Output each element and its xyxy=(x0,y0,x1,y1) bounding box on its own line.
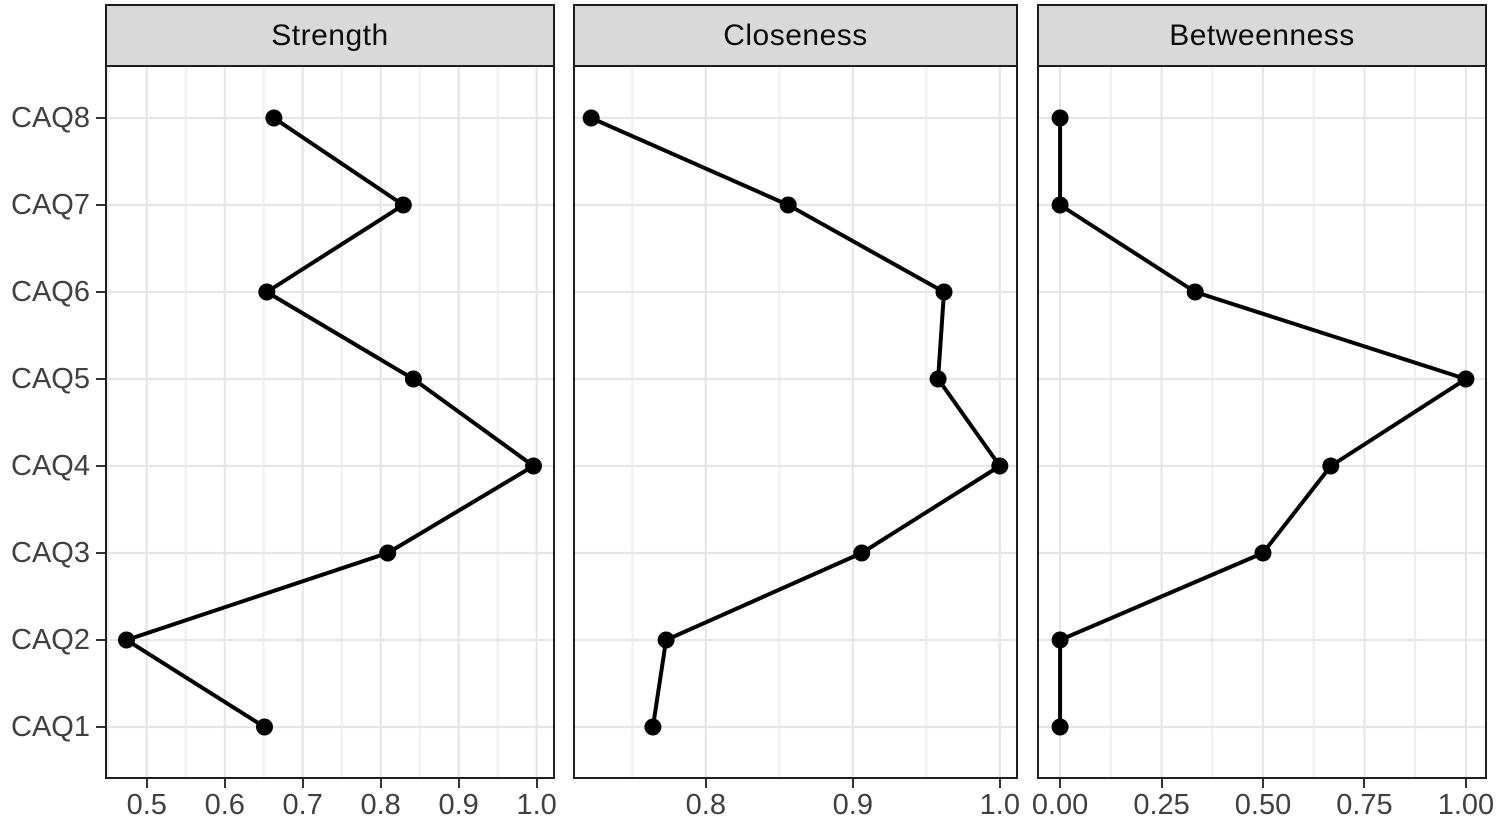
y-axis-tick xyxy=(96,726,105,728)
x-axis-tick xyxy=(535,779,538,788)
data-point-betweenness-caq3 xyxy=(1254,544,1272,562)
data-point-strength-caq4 xyxy=(525,457,542,475)
x-axis-label: 1.00 xyxy=(1437,789,1495,821)
data-point-strength-caq6 xyxy=(258,283,276,301)
y-axis-tick xyxy=(96,204,105,206)
y-axis-tick xyxy=(96,117,105,119)
data-point-strength-caq5 xyxy=(404,370,422,388)
data-point-strength-caq3 xyxy=(379,544,397,562)
y-axis-tick xyxy=(96,639,105,641)
series-line-strength xyxy=(124,116,536,729)
y-axis-label: CAQ6 xyxy=(11,276,90,308)
data-point-betweenness-caq6 xyxy=(1186,283,1204,301)
x-axis-label: 0.8 xyxy=(685,789,726,821)
plot-area-strength xyxy=(107,67,553,777)
plot-area-closeness xyxy=(575,67,1016,777)
x-axis-label: 0.25 xyxy=(1133,789,1190,821)
x-axis-tick xyxy=(704,779,707,788)
y-axis-label: CAQ5 xyxy=(11,363,90,395)
x-axis-tick xyxy=(457,779,460,788)
x-axis-label: 0.8 xyxy=(360,789,401,821)
y-axis-label: CAQ4 xyxy=(11,450,90,482)
data-point-betweenness-caq4 xyxy=(1322,457,1340,475)
data-point-strength-caq7 xyxy=(394,196,412,214)
facet-title: Strength xyxy=(271,18,389,52)
facet-strip-strength: Strength xyxy=(105,4,555,67)
plot-area-betweenness xyxy=(1039,67,1485,777)
data-point-closeness-caq8 xyxy=(582,109,600,127)
x-axis-tick xyxy=(379,779,382,788)
data-point-betweenness-caq2 xyxy=(1051,631,1069,649)
data-point-closeness-caq3 xyxy=(853,544,871,562)
x-axis-tick xyxy=(145,779,148,788)
y-axis-label: CAQ8 xyxy=(11,102,90,134)
facet-panel-strength xyxy=(105,65,555,779)
data-point-betweenness-caq5 xyxy=(1457,370,1475,388)
data-point-closeness-caq1 xyxy=(644,718,662,736)
x-axis-tick xyxy=(851,779,854,788)
data-point-betweenness-caq1 xyxy=(1051,718,1069,736)
data-point-strength-caq2 xyxy=(118,631,135,649)
x-axis-label: 1.0 xyxy=(979,789,1020,821)
x-axis-tick xyxy=(998,779,1001,788)
y-axis-label: CAQ7 xyxy=(11,189,90,221)
x-axis-tick xyxy=(1464,779,1467,788)
y-axis-tick xyxy=(96,378,105,380)
x-axis-tick xyxy=(301,779,304,788)
facet-title: Betweenness xyxy=(1169,18,1355,52)
x-axis-label: 0.00 xyxy=(1031,789,1089,821)
data-point-closeness-caq2 xyxy=(657,631,675,649)
data-point-closeness-caq6 xyxy=(935,283,953,301)
data-point-closeness-caq7 xyxy=(779,196,797,214)
data-point-closeness-caq5 xyxy=(929,370,947,388)
x-axis-tick xyxy=(1262,779,1264,788)
y-axis-label: CAQ1 xyxy=(11,711,90,743)
y-axis-label: CAQ2 xyxy=(11,624,90,656)
x-axis-label: 0.9 xyxy=(832,789,873,821)
x-axis-label: 0.5 xyxy=(126,789,167,821)
facet-panel-betweenness xyxy=(1037,65,1487,779)
x-axis-label: 0.75 xyxy=(1336,789,1393,821)
data-point-closeness-caq4 xyxy=(991,457,1009,475)
y-axis-tick xyxy=(96,465,105,467)
x-axis-label: 0.7 xyxy=(282,789,323,821)
data-point-betweenness-caq8 xyxy=(1051,109,1069,127)
data-point-betweenness-caq7 xyxy=(1051,196,1069,214)
x-axis-tick xyxy=(223,779,226,788)
facet-strip-closeness: Closeness xyxy=(573,4,1018,67)
y-axis-tick xyxy=(96,291,105,293)
x-axis-tick xyxy=(1160,779,1163,788)
data-point-strength-caq1 xyxy=(256,718,273,736)
facet-strip-betweenness: Betweenness xyxy=(1037,4,1487,67)
data-point-strength-caq8 xyxy=(265,109,283,127)
series-line-betweenness xyxy=(1058,116,1468,729)
x-axis-label: 0.9 xyxy=(438,789,479,821)
y-axis-label: CAQ3 xyxy=(11,537,90,569)
facet-title: Closeness xyxy=(723,18,868,52)
x-axis-label: 0.50 xyxy=(1234,789,1292,821)
x-axis-label: 1.0 xyxy=(516,789,557,821)
x-axis-label: 0.6 xyxy=(204,789,245,821)
x-axis-tick xyxy=(1363,779,1366,788)
y-axis-tick xyxy=(96,552,105,554)
series-line-closeness xyxy=(589,116,1002,729)
facet-panel-closeness xyxy=(573,65,1018,779)
x-axis-tick xyxy=(1059,779,1062,788)
